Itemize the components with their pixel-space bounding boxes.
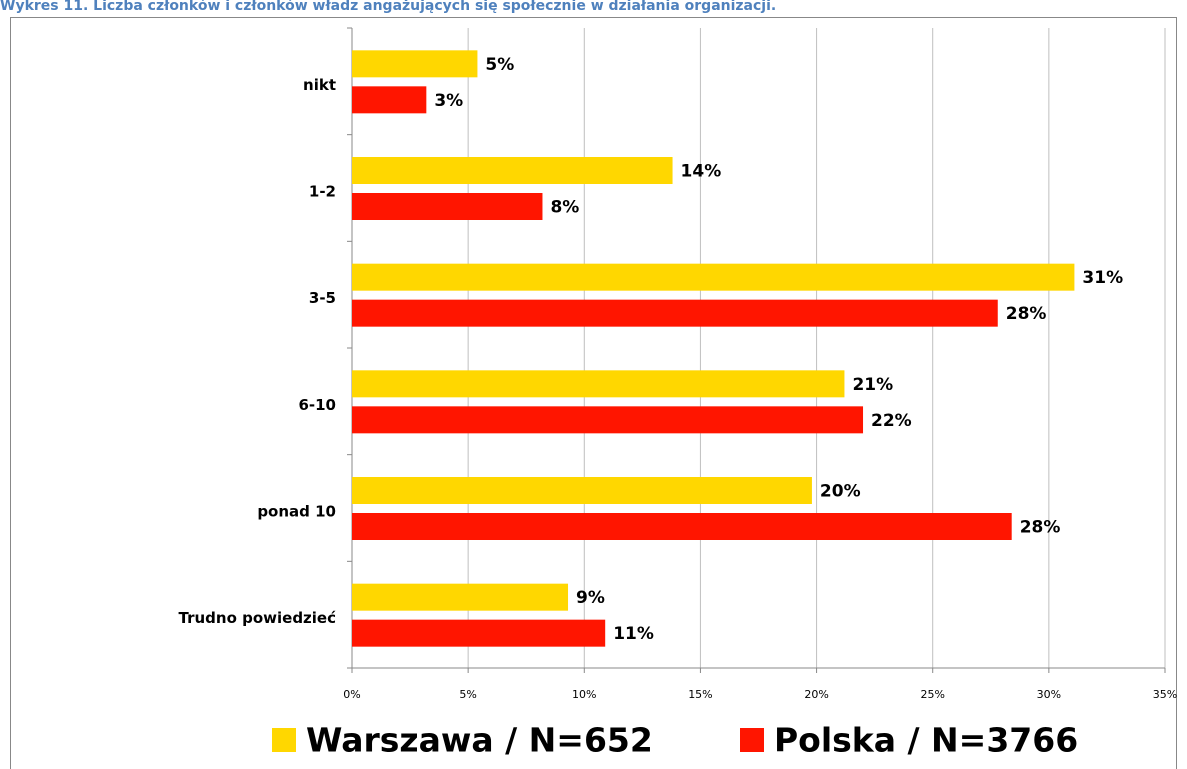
y-tick-label: 6-10 — [298, 396, 336, 414]
data-label: 31% — [1082, 268, 1123, 288]
y-tick-label: Trudno powiedzieć — [179, 609, 337, 627]
bar — [352, 583, 569, 611]
bar — [352, 299, 998, 327]
bar — [352, 513, 1012, 540]
bar — [352, 477, 812, 504]
bar — [352, 86, 427, 114]
data-label: 8% — [550, 198, 579, 218]
y-tick-label: nikt — [303, 76, 336, 94]
bar — [352, 157, 673, 184]
data-label: 28% — [1020, 518, 1061, 538]
bar — [352, 263, 1075, 291]
bar — [352, 370, 845, 398]
x-tick-label: 15% — [688, 688, 712, 701]
x-tick-label: 35% — [1153, 688, 1177, 701]
data-label: 5% — [485, 55, 514, 75]
y-tick-label: ponad 10 — [257, 503, 336, 521]
legend-swatch — [272, 728, 296, 752]
legend-label: Polska / N=3766 — [774, 721, 1078, 760]
x-tick-label: 30% — [1037, 688, 1061, 701]
data-label: 11% — [613, 624, 654, 644]
bar — [352, 50, 478, 78]
bar — [352, 406, 864, 434]
x-tick-label: 10% — [572, 688, 596, 701]
legend-label: Warszawa / N=652 — [306, 721, 653, 760]
x-tick-label: 0% — [343, 688, 360, 701]
data-label: 9% — [576, 588, 605, 608]
y-tick-label: 1-2 — [309, 183, 336, 201]
bar — [352, 619, 606, 647]
data-label: 14% — [681, 162, 722, 182]
x-tick-label: 5% — [459, 688, 476, 701]
legend-swatch — [740, 728, 764, 752]
data-label: 28% — [1006, 304, 1047, 324]
data-label: 20% — [820, 482, 861, 502]
data-label: 3% — [434, 91, 463, 111]
bar — [352, 193, 543, 220]
x-tick-label: 20% — [804, 688, 828, 701]
y-tick-label: 3-5 — [309, 289, 336, 307]
chart-title: Wykres 11. Liczba członków i członków wł… — [0, 0, 776, 14]
data-label: 22% — [871, 411, 912, 431]
data-label: 21% — [852, 375, 893, 395]
x-tick-label: 25% — [920, 688, 944, 701]
